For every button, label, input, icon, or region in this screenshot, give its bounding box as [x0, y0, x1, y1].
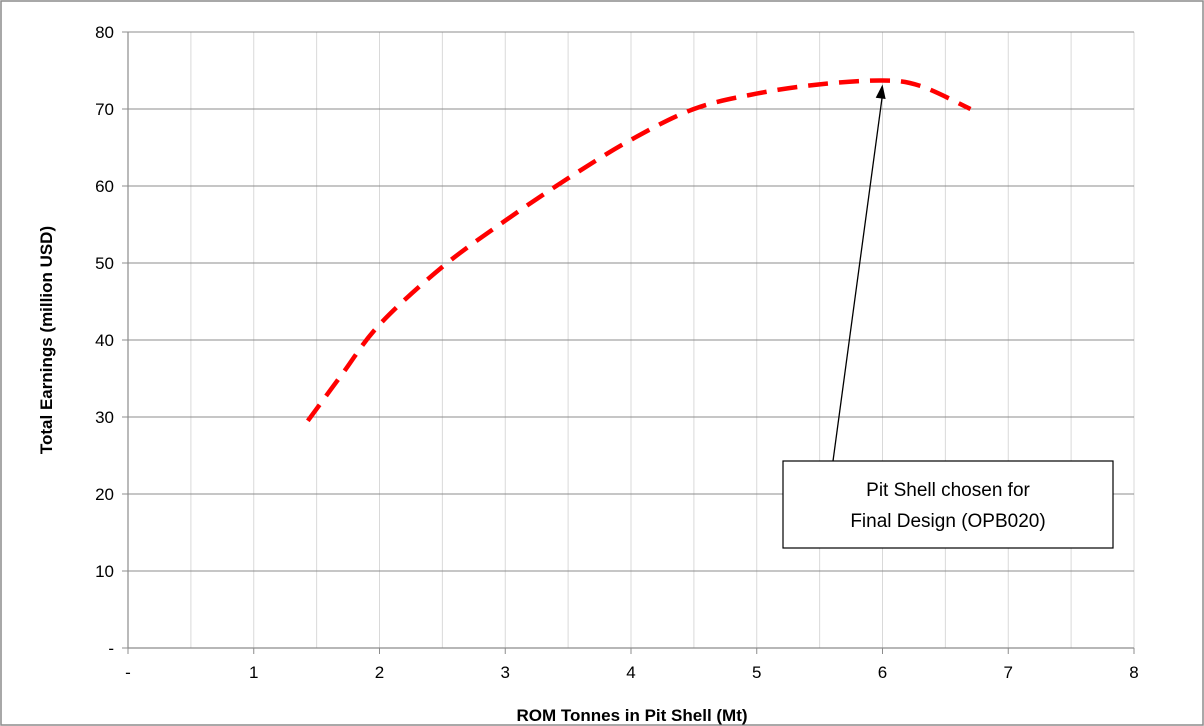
x-axis-title: ROM Tonnes in Pit Shell (Mt) — [516, 706, 747, 725]
tick-labels: - 10 20 30 40 50 60 70 80 - 1 2 3 4 5 6 7 8 — [95, 23, 1139, 682]
axes — [122, 31, 1135, 654]
y-axis-title: Total Earnings (million USD) — [37, 226, 56, 454]
callout-arrowhead — [875, 84, 886, 100]
callout-arrow — [832, 94, 884, 462]
x-tick-label: 7 — [1004, 663, 1013, 682]
callout-box — [782, 460, 1114, 549]
x-tick-label: 8 — [1129, 663, 1138, 682]
series — [306, 78, 972, 423]
x-tick-label: 1 — [249, 663, 258, 682]
y-tick-label: 20 — [95, 485, 114, 504]
y-tick-label: 50 — [95, 254, 114, 273]
x-tick-label: - — [125, 663, 131, 682]
y-tick-label: 10 — [95, 562, 114, 581]
x-tick-label: 3 — [501, 663, 510, 682]
annotation: Pit Shell chosen for Final Design (OPB02… — [782, 84, 1114, 549]
x-tick-label: 5 — [752, 663, 761, 682]
callout-line-2: Final Design (OPB020) — [850, 511, 1045, 532]
y-tick-label: 80 — [95, 23, 114, 42]
x-tick-label: 6 — [878, 663, 887, 682]
series-line — [306, 78, 972, 423]
y-tick-label: 60 — [95, 177, 114, 196]
y-tick-label: - — [108, 639, 114, 658]
x-tick-label: 4 — [626, 663, 635, 682]
y-tick-label: 70 — [95, 100, 114, 119]
y-tick-label: 30 — [95, 408, 114, 427]
callout-line-1: Pit Shell chosen for — [866, 480, 1030, 501]
y-tick-label: 40 — [95, 331, 114, 350]
x-tick-label: 2 — [375, 663, 384, 682]
